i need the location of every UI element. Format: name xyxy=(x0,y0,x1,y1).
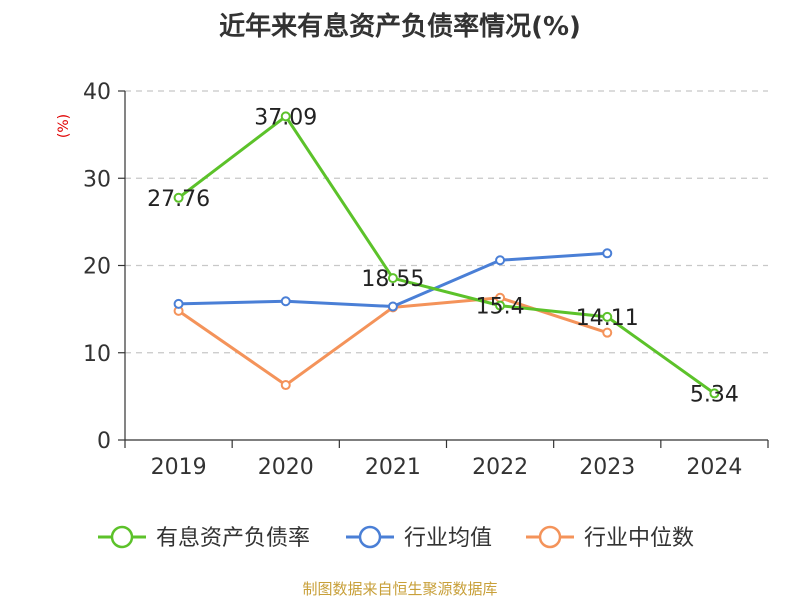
legend-marker xyxy=(110,525,134,549)
series-layer xyxy=(173,111,720,399)
data-label: 15.4 xyxy=(476,295,525,320)
y-tick-label: 20 xyxy=(83,255,111,280)
y-tick-label: 0 xyxy=(97,429,111,454)
legend-label: 有息资产负债率 xyxy=(156,526,310,551)
x-tick-label: 2019 xyxy=(151,455,207,480)
series-point xyxy=(387,301,398,312)
series-line xyxy=(177,114,716,395)
y-unit-label: (%) xyxy=(56,114,72,138)
data-label-layer: 27.76 37.09 18.55 15.4 14.11 5.34 xyxy=(147,105,739,407)
legend-marker xyxy=(538,525,562,549)
data-label: 27.76 xyxy=(147,187,210,212)
source-note: 制图数据来自恒生聚源数据库 xyxy=(302,580,498,598)
y-tick-label: 40 xyxy=(83,80,111,105)
legend-marker xyxy=(358,525,382,549)
data-label: 37.09 xyxy=(254,105,317,130)
legend-label: 行业均值 xyxy=(404,526,492,551)
series-point xyxy=(387,273,398,284)
x-tick-label: 2021 xyxy=(365,455,421,480)
data-label: 18.55 xyxy=(361,267,424,292)
chart-title: 近年来有息资产负债率情况(%) xyxy=(219,12,581,42)
x-tick-label: 2024 xyxy=(686,455,742,480)
series-point xyxy=(495,300,506,311)
data-label: 14.11 xyxy=(576,306,639,331)
axis-layer: 0 10 20 30 40 2019 2020 2021 2022 2023 2024 (%) xyxy=(56,80,769,480)
x-tick-label: 2022 xyxy=(472,455,528,480)
y-tick-label: 10 xyxy=(83,342,111,367)
series-point xyxy=(602,311,613,322)
data-label: 5.34 xyxy=(690,382,739,407)
series-point xyxy=(602,248,613,259)
series-point xyxy=(173,298,184,309)
x-tick-label: 2023 xyxy=(579,455,635,480)
series-point xyxy=(709,388,720,399)
series-point xyxy=(495,255,506,266)
series-point xyxy=(280,380,291,391)
series-point xyxy=(602,327,613,338)
grid-layer xyxy=(125,90,768,354)
series-point xyxy=(280,296,291,307)
series-point xyxy=(280,111,291,122)
series-point xyxy=(173,192,184,203)
x-tick-label: 2020 xyxy=(258,455,314,480)
y-tick-label: 30 xyxy=(83,167,111,192)
legend: 有息资产负债率 行业均值 行业中位数 xyxy=(98,525,694,551)
legend-label: 行业中位数 xyxy=(584,526,694,551)
